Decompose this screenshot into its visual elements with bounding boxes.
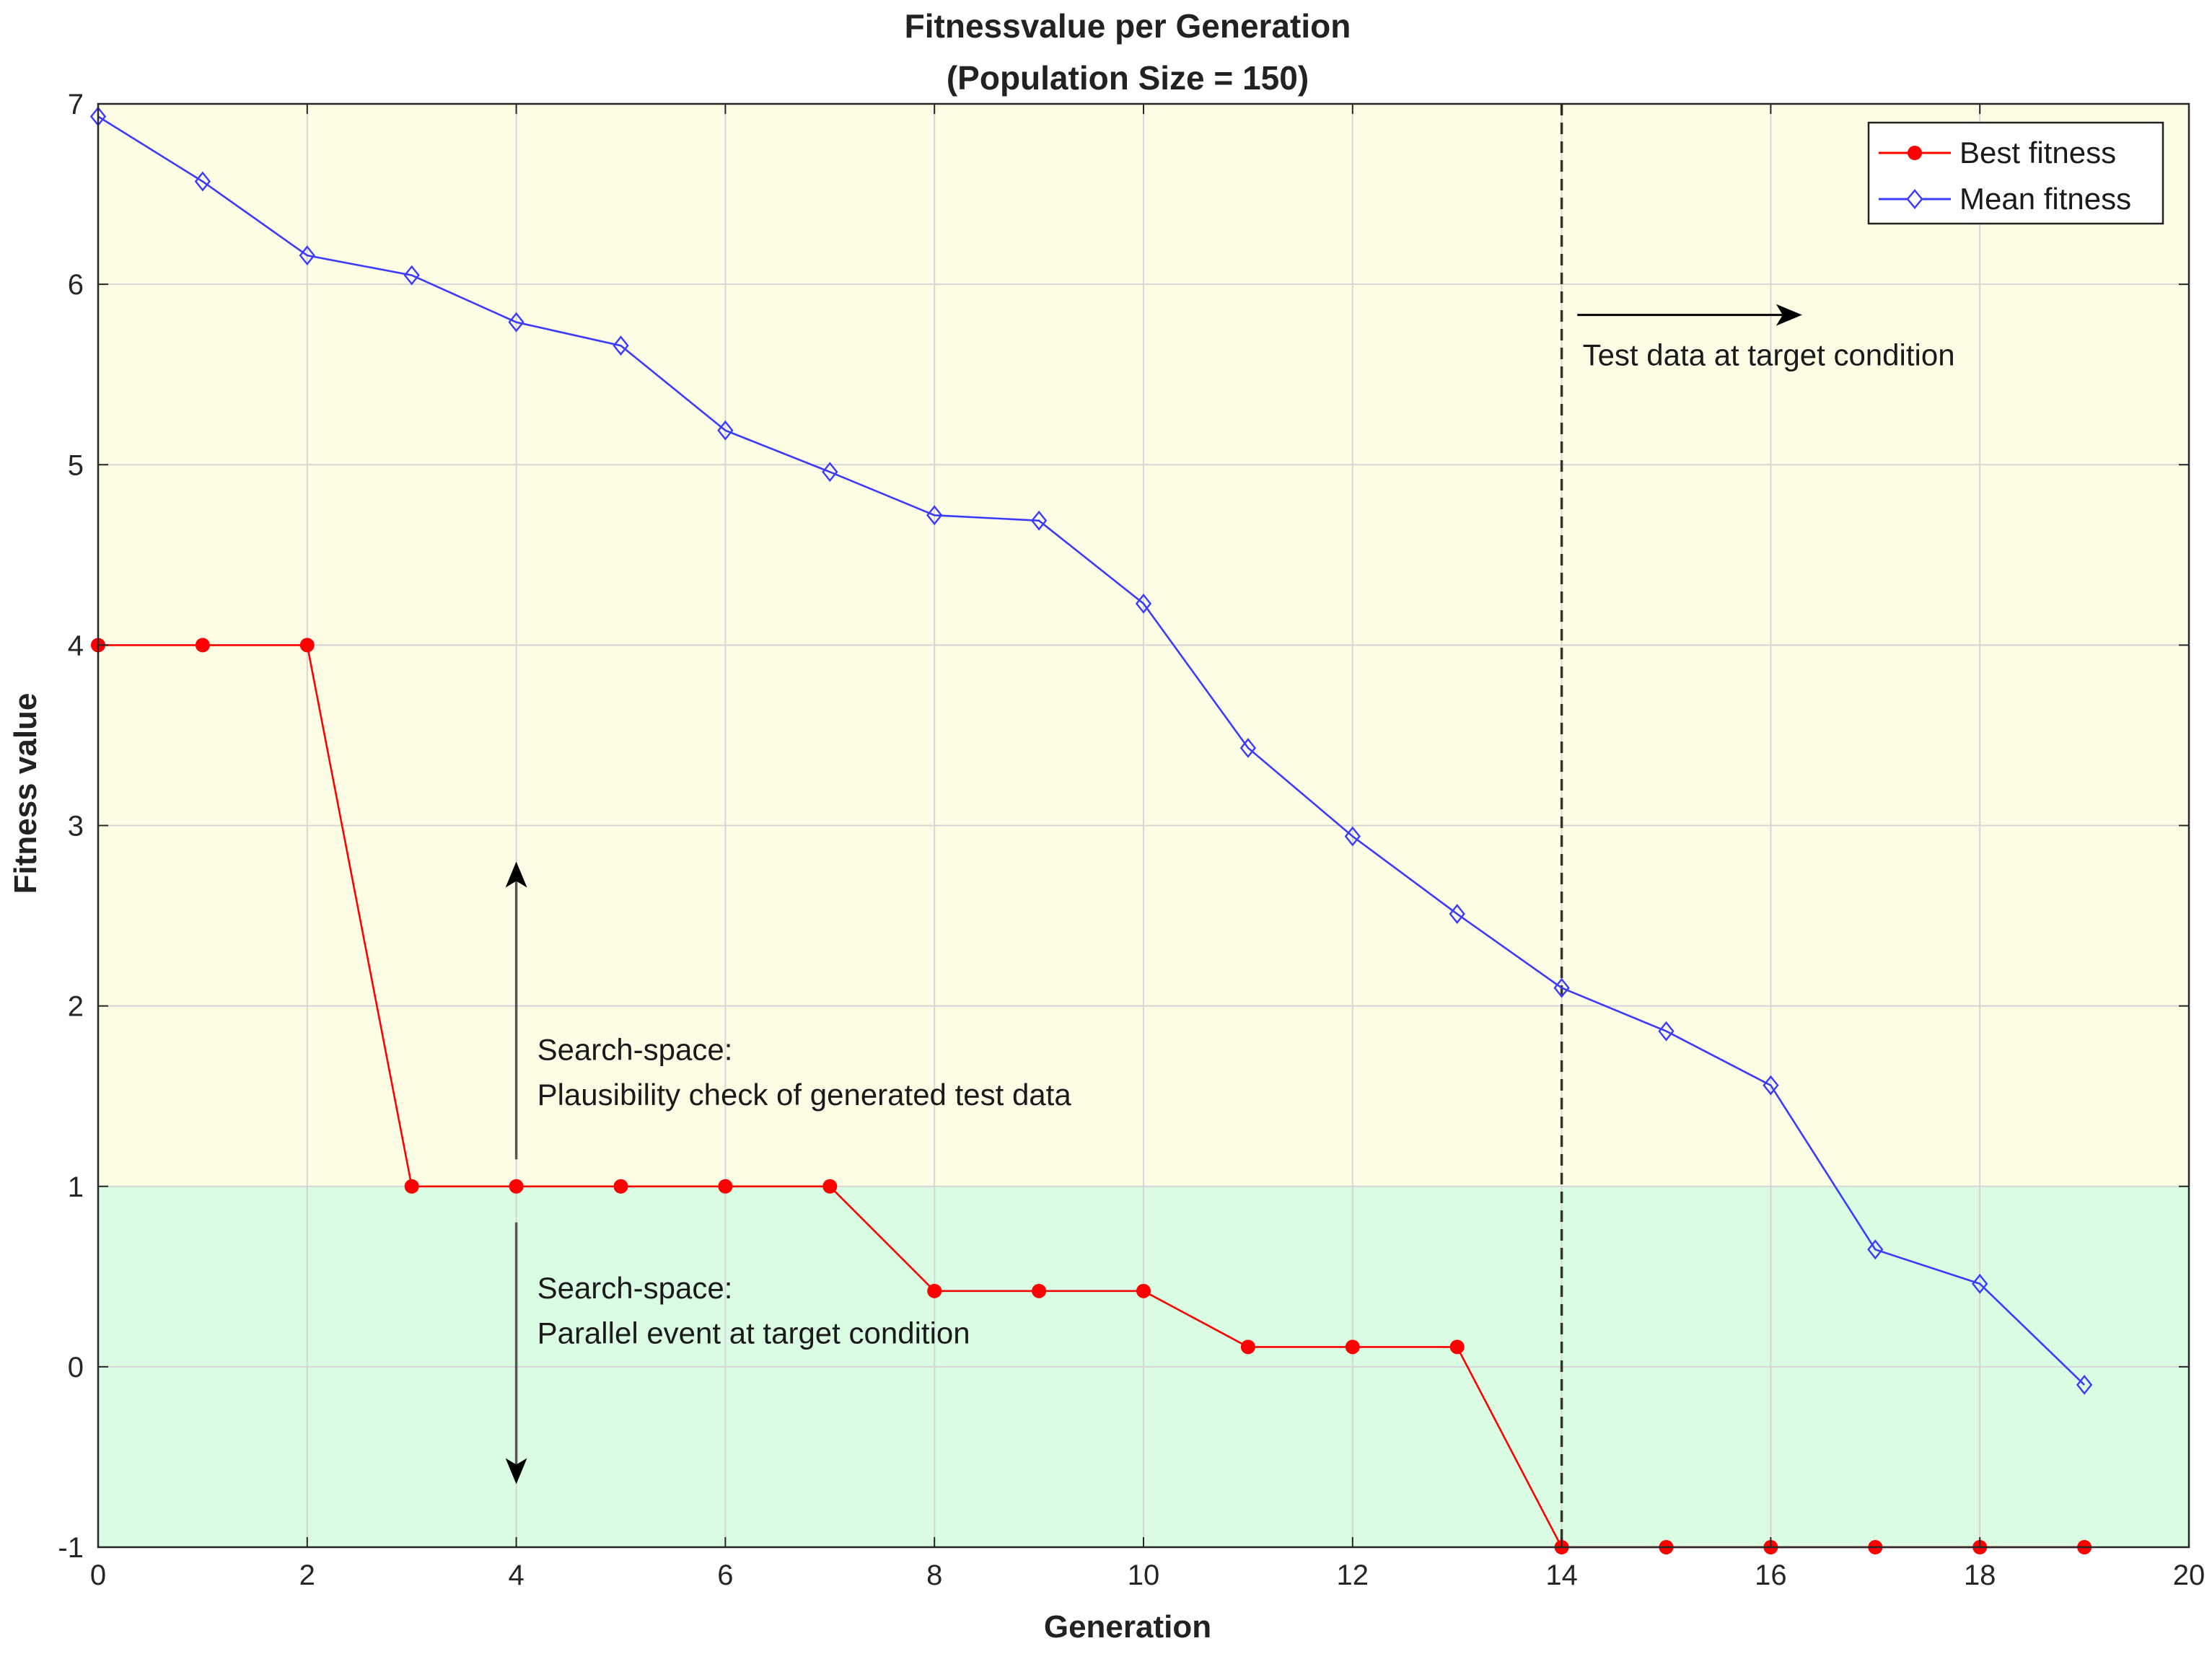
y-tick-label: 4 [68, 630, 84, 661]
data-point-best-fitness [404, 1179, 419, 1194]
data-point-mean-fitness [508, 312, 525, 333]
data-point-mean-fitness [1553, 977, 1570, 998]
x-tick-label: 20 [2173, 1559, 2206, 1591]
x-tick-label: 12 [1337, 1559, 1369, 1591]
data-point-mean-fitness [1135, 593, 1152, 614]
data-point-best-fitness [718, 1179, 733, 1194]
x-tick-label: 0 [90, 1559, 106, 1591]
data-point-mean-fitness [1239, 738, 1257, 758]
data-point-mean-fitness [299, 245, 315, 266]
data-point-mean-fitness [1030, 510, 1048, 531]
annotation-text: Search-space: [537, 1271, 733, 1305]
data-point-best-fitness [1449, 1339, 1465, 1355]
data-point-best-fitness [1240, 1339, 1255, 1355]
annotation-text: Search-space: [537, 1033, 733, 1067]
x-tick-label: 8 [926, 1559, 942, 1591]
x-tick-label: 16 [1755, 1559, 1787, 1591]
data-point-best-fitness [1032, 1283, 1047, 1298]
series-line-mean-fitness [97, 115, 2086, 1386]
data-point-mean-fitness [926, 505, 943, 526]
x-tick-label: 18 [1964, 1559, 1996, 1591]
x-tick-label: 4 [508, 1559, 524, 1591]
chart-title: Fitnessvalue per Generation [905, 7, 1351, 45]
legend-marker-best-fitness [1908, 146, 1922, 160]
x-tick-label: 10 [1128, 1559, 1160, 1591]
legend-label-mean-fitness: Mean fitness [1959, 182, 2131, 216]
annotation-arrowhead-right [1776, 304, 1802, 326]
data-point-best-fitness [1345, 1339, 1360, 1355]
data-point-best-fitness [195, 638, 210, 653]
annotation-arrowhead-down [505, 1458, 527, 1484]
y-tick-label: 6 [68, 269, 84, 301]
annotation-text: Plausibility check of generated test dat… [537, 1078, 1072, 1112]
legend-box [1867, 121, 2164, 225]
legend-label-best-fitness: Best fitness [1959, 136, 2116, 170]
y-tick-label: 1 [68, 1171, 84, 1203]
chart-subtitle: (Population Size = 150) [947, 59, 1309, 97]
x-tick-label: 14 [1545, 1559, 1578, 1591]
data-point-best-fitness [613, 1179, 628, 1194]
x-tick-label: 2 [299, 1559, 315, 1591]
data-point-mean-fitness [403, 265, 420, 286]
data-point-mean-fitness [822, 462, 838, 483]
data-point-mean-fitness [1449, 904, 1465, 924]
axes-layer [97, 102, 2190, 1549]
y-tick-label: 3 [68, 811, 84, 842]
annotation-layer: Test data at target condition Search-spac… [505, 304, 1955, 1484]
data-point-best-fitness [299, 638, 315, 653]
y-tick-label: 7 [68, 89, 84, 120]
data-point-mean-fitness [613, 335, 629, 356]
data-point-best-fitness [1136, 1283, 1151, 1298]
data-point-mean-fitness [2076, 1374, 2093, 1395]
data-point-mean-fitness [1658, 1021, 1675, 1042]
x-axis-label: Generation [1044, 1609, 1211, 1645]
data-point-mean-fitness [717, 420, 734, 441]
legend-marker-mean-fitness [1906, 189, 1923, 209]
y-tick-label: 2 [68, 991, 84, 1023]
data-point-mean-fitness [1763, 1075, 1779, 1096]
y-tick-label: 5 [68, 449, 84, 481]
y-tick-label: -1 [58, 1532, 84, 1564]
data-point-mean-fitness [1344, 826, 1361, 847]
data-point-mean-fitness [1867, 1239, 1884, 1260]
data-point-mean-fitness [194, 171, 211, 192]
annotation-text: Test data at target condition [1583, 338, 1955, 372]
data-point-best-fitness [822, 1179, 838, 1194]
data-point-best-fitness [927, 1283, 942, 1298]
legend: Best fitness Mean fitness [1867, 121, 2164, 225]
data-point-mean-fitness [1972, 1273, 1988, 1294]
data-point-best-fitness [509, 1179, 524, 1194]
x-tick-label: 6 [717, 1559, 733, 1591]
y-axis-label: Fitness value [8, 693, 43, 894]
annotation-arrowhead-up [505, 861, 527, 888]
annotation-text: Parallel event at target condition [537, 1316, 970, 1350]
y-tick-label: 0 [68, 1352, 84, 1383]
